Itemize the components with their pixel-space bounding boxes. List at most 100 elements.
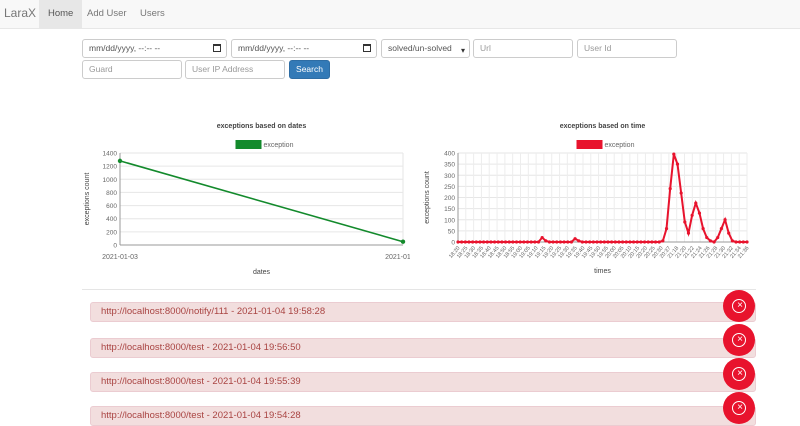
- chart-title: exceptions based on time: [560, 123, 646, 130]
- exception-row[interactable]: http://localhost:8000/test - 2021-01-04 …: [90, 406, 756, 426]
- y-tick-label: 1400: [103, 151, 118, 158]
- nav-users[interactable]: Users: [140, 8, 165, 19]
- data-point: [679, 191, 683, 195]
- delete-exception-button[interactable]: ×: [723, 324, 755, 356]
- search-button[interactable]: Search: [289, 60, 330, 79]
- data-point: [675, 162, 680, 166]
- data-point: [657, 240, 661, 244]
- data-point: [613, 240, 617, 244]
- dates-chart: exceptions based on dates exception 0 200 40…: [84, 123, 410, 276]
- legend-label: exception: [605, 142, 635, 149]
- navbar: LaraX Home Add User Users: [0, 0, 800, 29]
- data-point: [716, 235, 720, 240]
- y-tick-label: 600: [106, 203, 117, 210]
- exception-text: http://localhost:8000/test - 2021-01-04 …: [101, 410, 301, 421]
- data-point: [562, 240, 566, 244]
- y-tick-label: 400: [106, 216, 117, 223]
- guard-input[interactable]: Guard: [82, 60, 182, 79]
- data-point: [661, 239, 665, 243]
- exception-text: http://localhost:8000/notify/111 - 2021-…: [101, 306, 326, 317]
- data-point: [650, 240, 654, 244]
- delete-exception-button[interactable]: ×: [723, 392, 755, 424]
- user-id-placeholder: User Id: [584, 43, 612, 53]
- data-point: [664, 227, 669, 231]
- data-point: [456, 240, 460, 244]
- status-select[interactable]: solved/un-solved ▾: [381, 39, 470, 58]
- data-point: [686, 231, 691, 235]
- data-point: [745, 240, 749, 244]
- data-point: [400, 239, 406, 244]
- chevron-down-icon: ▾: [460, 46, 465, 55]
- data-point: [606, 240, 610, 244]
- exception-row[interactable]: http://localhost:8000/test - 2021-01-04 …: [90, 338, 756, 358]
- data-point: [617, 240, 621, 244]
- data-point: [507, 240, 511, 244]
- close-icon: ×: [732, 333, 746, 347]
- exception-row[interactable]: http://localhost:8000/notify/111 - 2021-…: [90, 302, 756, 322]
- user-ip-placeholder: User IP Address: [192, 64, 254, 74]
- legend-swatch: [235, 140, 262, 149]
- data-point: [624, 240, 628, 244]
- times-chart: exceptions based on time exception 0 50 100 1…: [424, 123, 751, 275]
- data-point: [584, 240, 588, 244]
- data-point: [653, 240, 658, 244]
- calendar-icon[interactable]: [363, 44, 371, 52]
- data-point: [646, 240, 650, 244]
- data-point: [639, 240, 643, 244]
- y-tick-label: 200: [444, 195, 455, 202]
- data-point: [697, 211, 702, 215]
- data-point: [595, 240, 599, 244]
- data-point: [529, 240, 533, 244]
- y-tick-label: 400: [444, 151, 455, 158]
- data-point: [496, 240, 500, 244]
- x-axis-label: dates: [253, 269, 271, 276]
- exception-row[interactable]: http://localhost:8000/test - 2021-01-04 …: [90, 372, 756, 392]
- user-id-input[interactable]: User Id: [577, 39, 677, 58]
- data-point: [492, 240, 497, 244]
- y-tick-label: 300: [444, 173, 455, 180]
- y-tick-label: 150: [444, 206, 455, 213]
- data-point: [566, 240, 570, 244]
- delete-exception-button[interactable]: ×: [723, 290, 755, 322]
- x-axis-label: times: [594, 268, 611, 275]
- user-ip-input[interactable]: User IP Address: [185, 60, 285, 79]
- data-point: [482, 240, 486, 244]
- legend-label: exception: [264, 142, 294, 149]
- data-point: [668, 187, 672, 191]
- data-point: [485, 240, 489, 244]
- data-point: [522, 240, 526, 244]
- calendar-icon[interactable]: [213, 44, 221, 52]
- nav-home[interactable]: Home: [39, 0, 83, 28]
- data-point: [463, 240, 467, 244]
- y-tick-label: 200: [106, 229, 117, 236]
- data-point: [719, 227, 723, 231]
- data-point: [642, 240, 647, 244]
- close-icon: ×: [732, 299, 746, 313]
- x-tick-label: 2021-01-04: [385, 254, 410, 261]
- brand-logo[interactable]: LaraX: [4, 6, 37, 20]
- y-tick-label: 0: [113, 243, 117, 250]
- data-point: [610, 240, 614, 244]
- data-point: [471, 240, 475, 244]
- nav-add-user[interactable]: Add User: [87, 8, 127, 19]
- y-tick-label: 0: [451, 240, 455, 247]
- guard-placeholder: Guard: [89, 64, 113, 74]
- data-point: [734, 240, 738, 244]
- series-line: [119, 160, 404, 243]
- date-to-input[interactable]: mm/dd/yyyy, --:-- --: [231, 39, 377, 58]
- data-point: [690, 213, 694, 217]
- data-point: [536, 240, 541, 244]
- data-point: [635, 240, 639, 244]
- data-point: [533, 240, 537, 244]
- y-tick-label: 800: [106, 190, 117, 197]
- legend-swatch: [576, 140, 603, 149]
- y-tick-label: 100: [444, 217, 455, 224]
- data-point: [551, 240, 555, 244]
- y-tick-label: 350: [444, 162, 455, 169]
- data-point: [708, 239, 713, 243]
- data-point: [514, 240, 519, 244]
- date-from-input[interactable]: mm/dd/yyyy, --:-- --: [82, 39, 227, 58]
- delete-exception-button[interactable]: ×: [723, 358, 755, 390]
- y-tick-label: 250: [444, 184, 455, 191]
- url-input[interactable]: Url: [473, 39, 573, 58]
